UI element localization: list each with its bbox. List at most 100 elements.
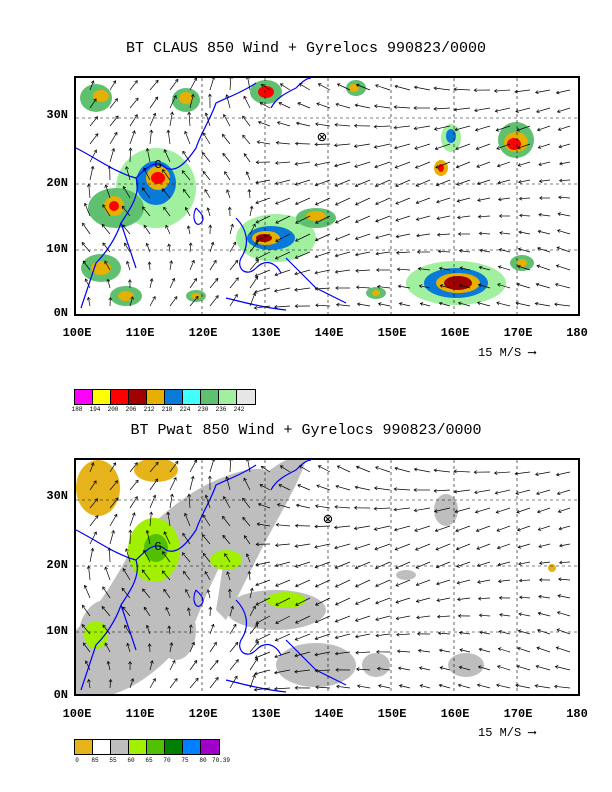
wind-vector bbox=[335, 215, 351, 224]
wind-vector bbox=[276, 524, 291, 527]
wind-vector bbox=[478, 666, 491, 671]
wind-vector-head bbox=[433, 127, 438, 131]
wind-vector bbox=[374, 507, 391, 510]
wind-vector bbox=[558, 196, 571, 199]
wind-vector bbox=[557, 595, 571, 599]
wind-vector-head bbox=[497, 265, 502, 269]
wind-vector bbox=[226, 94, 231, 109]
wind-vector bbox=[459, 250, 471, 253]
wind-vector-head bbox=[375, 268, 380, 272]
wind-vector bbox=[315, 304, 331, 307]
wind-vector-head bbox=[295, 620, 299, 624]
wind-vector bbox=[335, 651, 351, 655]
wind-vector-head bbox=[555, 646, 560, 650]
wind-vector bbox=[169, 112, 173, 127]
wind-vector bbox=[355, 561, 371, 569]
wind-vector-head bbox=[457, 683, 462, 688]
wind-vector bbox=[204, 571, 211, 581]
wind-vector-head bbox=[396, 649, 401, 654]
wind-vector-head bbox=[295, 583, 299, 588]
wind-vector-head bbox=[356, 684, 361, 689]
wind-vector bbox=[499, 614, 511, 617]
wind-vector bbox=[315, 215, 331, 224]
wind-vector bbox=[182, 170, 191, 181]
wind-vector-head bbox=[185, 588, 189, 593]
wind-vector bbox=[255, 579, 271, 586]
wind-vector bbox=[395, 597, 411, 603]
wind-vector-head bbox=[354, 164, 358, 168]
wind-vector-head bbox=[221, 515, 226, 520]
wind-vector bbox=[334, 525, 351, 528]
wind-vector bbox=[556, 247, 571, 253]
wind-vector-head bbox=[314, 254, 319, 259]
wind-vector-head bbox=[184, 512, 188, 517]
wind-vector-head bbox=[274, 543, 279, 548]
wind-vector-head bbox=[143, 549, 147, 554]
wind-vector bbox=[315, 669, 331, 672]
wind-vector-head bbox=[375, 201, 379, 206]
wind-vector bbox=[459, 666, 471, 671]
wind-vector-head bbox=[213, 641, 217, 646]
wind-vector bbox=[336, 685, 351, 689]
wind-vector-head bbox=[355, 583, 359, 588]
wind-vector bbox=[416, 197, 431, 204]
wind-vector-head bbox=[122, 606, 126, 611]
wind-vector bbox=[189, 642, 195, 653]
wind-vector-head bbox=[437, 631, 442, 636]
wind-vector-head bbox=[294, 669, 298, 674]
panel1-gyre-symbol: ⊗ bbox=[317, 129, 327, 147]
wind-vector bbox=[295, 561, 311, 568]
wind-vector-head bbox=[395, 599, 400, 604]
wind-vector bbox=[149, 512, 152, 527]
wind-vector bbox=[356, 84, 371, 91]
wind-vector-head bbox=[230, 605, 235, 610]
wind-vector-head bbox=[414, 165, 419, 169]
wind-vector-head bbox=[314, 544, 318, 549]
wind-vector bbox=[126, 261, 131, 271]
wind-vector-head bbox=[195, 295, 199, 300]
wind-vector-head bbox=[122, 568, 127, 572]
wind-vector-head bbox=[373, 506, 377, 511]
wind-vector-head bbox=[204, 112, 209, 116]
wind-vector bbox=[276, 142, 291, 145]
wind-vector-head bbox=[115, 497, 119, 501]
colorbar-tick-label: 60 bbox=[127, 757, 135, 764]
wind-vector bbox=[226, 189, 231, 199]
wind-vector-head bbox=[294, 686, 298, 690]
wind-vector bbox=[297, 102, 311, 109]
wind-vector bbox=[499, 249, 511, 253]
wind-vector bbox=[254, 669, 271, 675]
wind-vector-head bbox=[131, 512, 136, 516]
panel2-colorbar bbox=[74, 739, 220, 755]
wind-vector-head bbox=[276, 121, 281, 125]
wind-vector bbox=[515, 489, 531, 495]
wind-vector bbox=[556, 265, 571, 271]
wind-vector-head bbox=[235, 277, 239, 281]
wind-vector-head bbox=[86, 565, 91, 569]
wind-vector bbox=[315, 597, 331, 606]
wind-vector-head bbox=[436, 232, 441, 237]
wind-vector-head bbox=[188, 242, 193, 246]
wind-vector-head bbox=[558, 178, 563, 183]
wind-vector-head bbox=[555, 264, 560, 268]
wind-vector bbox=[518, 248, 531, 253]
wind-vector bbox=[149, 113, 156, 127]
wind-vector bbox=[184, 513, 191, 527]
wind-vector bbox=[257, 523, 271, 527]
wind-vector bbox=[295, 179, 311, 185]
wind-vector-head bbox=[167, 243, 172, 247]
wind-vector bbox=[415, 179, 431, 187]
panel1-title: BT CLAUS 850 Wind + Gyrelocs 990823/0000 bbox=[125, 40, 487, 57]
wind-vector bbox=[209, 295, 219, 307]
wind-vector-head bbox=[112, 462, 117, 466]
wind-vector-head bbox=[163, 149, 168, 153]
wind-vector bbox=[334, 124, 351, 127]
wind-vector bbox=[418, 650, 431, 653]
wind-vector bbox=[89, 480, 97, 491]
colorbar-swatch bbox=[201, 390, 219, 404]
wind-vector-head bbox=[255, 562, 259, 567]
panel1-lon-100e: 100E bbox=[62, 326, 92, 340]
wind-vector bbox=[515, 684, 531, 689]
wind-vector-head bbox=[373, 527, 378, 531]
wind-vector-head bbox=[498, 629, 503, 634]
